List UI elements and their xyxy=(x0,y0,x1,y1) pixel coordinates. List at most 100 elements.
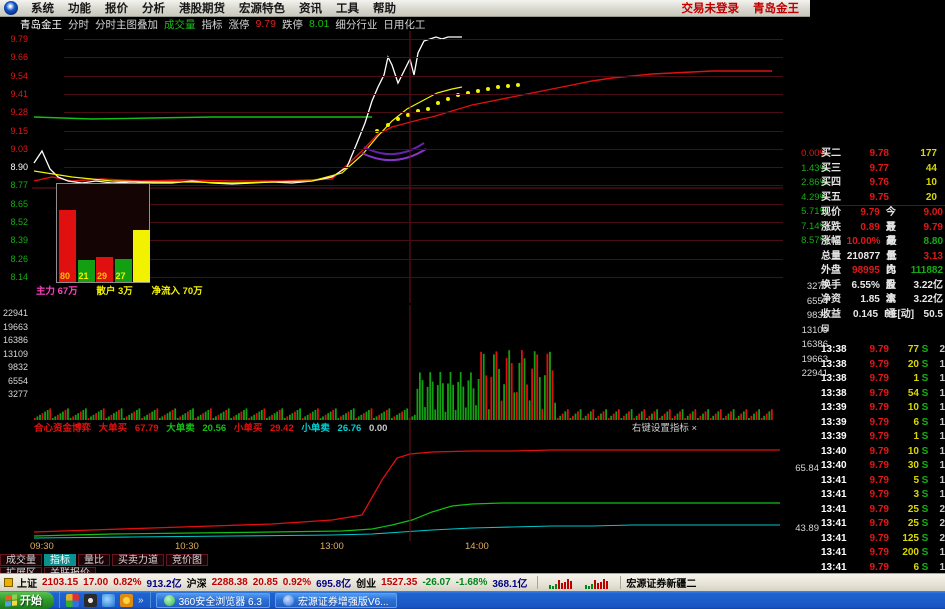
volume-bar xyxy=(750,415,753,420)
index-1-name[interactable]: 沪深 xyxy=(186,579,207,590)
volume-bar xyxy=(383,411,386,420)
bid-row-3[interactable]: 买五 9.75 20 xyxy=(821,191,945,206)
bid-row-1[interactable]: 买三 9.77 44 xyxy=(821,162,945,177)
volume-bar xyxy=(347,411,350,420)
ql-office-icon[interactable] xyxy=(66,593,79,607)
ql-overflow-icon[interactable]: » xyxy=(138,594,144,606)
volume-bar xyxy=(314,410,317,420)
menu-item-tools[interactable]: 工具 xyxy=(336,3,359,15)
taskbar-button-terminal[interactable]: 宏源证券增强版V6... xyxy=(274,592,397,608)
indicator-tab-0[interactable]: 成交量 xyxy=(0,553,42,566)
tick-row-9[interactable]: 13:41 9.79 5 S 1 xyxy=(821,474,945,489)
ql-media-icon[interactable] xyxy=(84,593,97,607)
menu-item-analysis[interactable]: 分析 xyxy=(142,3,165,15)
menu-item-hongyuan-features[interactable]: 宏源特色 xyxy=(239,3,285,15)
menu-item-function[interactable]: 功能 xyxy=(68,3,91,15)
volume-bar xyxy=(357,416,360,420)
tick-list[interactable]: 13:38 9.79 77 S 2 13:38 9.79 20 S 1 13:38 9.79 1 S 1 13… xyxy=(795,343,945,594)
tick-row-5[interactable]: 13:39 9.79 6 S 1 xyxy=(821,416,945,431)
menu-item-hk-futures[interactable]: 港股期货 xyxy=(179,3,225,15)
tick-row-15[interactable]: 13:41 9.79 6 S 1 xyxy=(821,561,945,576)
volume-bar xyxy=(727,413,730,420)
bid-row-0[interactable]: 买二 9.78 177 xyxy=(821,147,945,162)
volume-bar xyxy=(299,408,301,420)
tick-time: 13:41 xyxy=(821,503,847,515)
quote-table: 买二 9.78 177 买三 9.77 44 买四 9.76 10 买五 9.75 20 现价 9.79… xyxy=(821,147,945,334)
volume-bar xyxy=(90,416,92,420)
money-flow-overlay[interactable]: 80 21 29 27 xyxy=(56,183,150,283)
tick-side: S xyxy=(921,445,929,457)
strip-mode[interactable]: 分时 xyxy=(68,18,89,31)
price-plot-area[interactable] xyxy=(32,31,783,303)
quote-side-panel[interactable]: 0.00% 1.43% 2.86% 4.29% 5.71% 7.14% 8.57% 3277… xyxy=(783,17,945,609)
volume-bar xyxy=(148,413,151,420)
volume-tick-6: 3277 xyxy=(7,389,28,399)
volume-bar xyxy=(582,418,585,420)
price-tick-11: 8.39 xyxy=(10,235,28,246)
menu-item-news[interactable]: 资讯 xyxy=(299,3,322,15)
tick-row-12[interactable]: 13:41 9.79 25 S 2 xyxy=(821,517,945,532)
tick-row-11[interactable]: 13:41 9.79 25 S 2 xyxy=(821,503,945,518)
ql-browser-icon[interactable] xyxy=(102,593,115,607)
strip-volume[interactable]: 成交量 xyxy=(164,18,196,31)
volume-bar xyxy=(207,410,210,420)
ql-download-icon[interactable] xyxy=(120,593,133,607)
indicator-tab-4[interactable]: 竞价图 xyxy=(166,553,208,566)
volume-plot-area[interactable] xyxy=(32,305,783,420)
tick-row-10[interactable]: 13:41 9.79 3 S 1 xyxy=(821,488,945,503)
volume-bar xyxy=(64,410,67,420)
volume-bar xyxy=(34,418,36,420)
current-stock-label[interactable]: 青岛金王 xyxy=(753,3,799,15)
menu-item-quotes[interactable]: 报价 xyxy=(105,3,128,15)
volume-bar xyxy=(714,413,717,420)
indicator-tab-3[interactable]: 买卖力道 xyxy=(112,553,164,566)
tick-row-1[interactable]: 13:38 9.79 20 S 1 xyxy=(821,358,945,373)
indicator-tab-2[interactable]: 量比 xyxy=(78,553,110,566)
index-0-name[interactable]: 上证 xyxy=(17,579,37,590)
tick-row-8[interactable]: 13:40 9.79 30 S 1 xyxy=(821,459,945,474)
volume-bar xyxy=(584,415,587,420)
login-status-label[interactable]: 交易未登录 xyxy=(681,3,740,15)
volume-bar xyxy=(138,408,141,420)
indicator-tab-1[interactable]: 指标 xyxy=(44,553,76,566)
tick-row-6[interactable]: 13:39 9.79 1 S 1 xyxy=(821,430,945,445)
volume-bar xyxy=(337,418,340,420)
volume-bar xyxy=(699,415,702,420)
tick-row-3[interactable]: 13:38 9.79 54 S 1 xyxy=(821,387,945,402)
price-chart-pane[interactable]: 9.79 9.66 9.54 9.41 9.28 9.15 9.03 8.90 8.77 8.65… xyxy=(0,31,783,303)
quick-launch-tray[interactable]: » xyxy=(59,592,151,608)
volume-bar xyxy=(232,416,235,420)
start-button[interactable]: 开始 xyxy=(0,591,54,609)
volume-bar xyxy=(230,418,233,420)
stat-label: 总量 xyxy=(821,250,841,262)
volume-bar xyxy=(615,411,618,420)
strip-overlay[interactable]: 分时主图叠加 xyxy=(95,18,158,31)
index-2-name[interactable]: 创业 xyxy=(356,579,377,590)
tick-row-0[interactable]: 13:38 9.79 77 S 2 xyxy=(821,343,945,358)
volume-bar xyxy=(554,402,556,420)
fund-plot-area[interactable] xyxy=(32,420,783,541)
bid-rows[interactable]: 买二 9.78 177 买三 9.77 44 买四 9.76 10 买五 9.75 20 xyxy=(821,147,945,205)
tick-row-4[interactable]: 13:39 9.79 10 S 1 xyxy=(821,401,945,416)
tick-row-7[interactable]: 13:40 9.79 10 S 1 xyxy=(821,445,945,460)
strip-indicator[interactable]: 指标 xyxy=(201,18,223,31)
volume-bar xyxy=(189,410,192,420)
volume-bar xyxy=(666,411,669,420)
volume-chart-pane[interactable]: 22941 19663 16386 13109 9832 6554 3277 xyxy=(0,305,783,420)
volume-bar xyxy=(143,416,146,420)
tick-row-2[interactable]: 13:38 9.79 1 S 1 xyxy=(821,372,945,387)
tick-row-13[interactable]: 13:41 9.79 125 S 2 xyxy=(821,532,945,547)
pct-tick-2: 2.86% xyxy=(801,177,828,188)
price-gridline xyxy=(64,222,783,223)
taskbar-button-browser[interactable]: 360安全浏览器 6.3 xyxy=(155,592,270,608)
right-click-hint[interactable]: 右键设置指标 × xyxy=(631,423,697,434)
tick-row-14[interactable]: 13:41 9.79 200 S 1 xyxy=(821,546,945,561)
indicator-tab-row[interactable]: 成交量 指标 量比 买卖力道 竞价图 xyxy=(0,553,783,566)
menu-item-system[interactable]: 系统 xyxy=(31,3,54,15)
bid-row-2[interactable]: 买四 9.76 10 xyxy=(821,176,945,191)
strip-sector-value[interactable]: 日用化工 xyxy=(383,18,426,31)
fund-indicator-pane[interactable]: 合心资金博弈 大单买 67.79 大单卖 20.56 小单买 29.42 小单卖… xyxy=(0,420,783,541)
menu-item-help[interactable]: 帮助 xyxy=(373,3,396,15)
volume-bar xyxy=(470,372,472,420)
tick-volume: 125 xyxy=(902,532,919,544)
